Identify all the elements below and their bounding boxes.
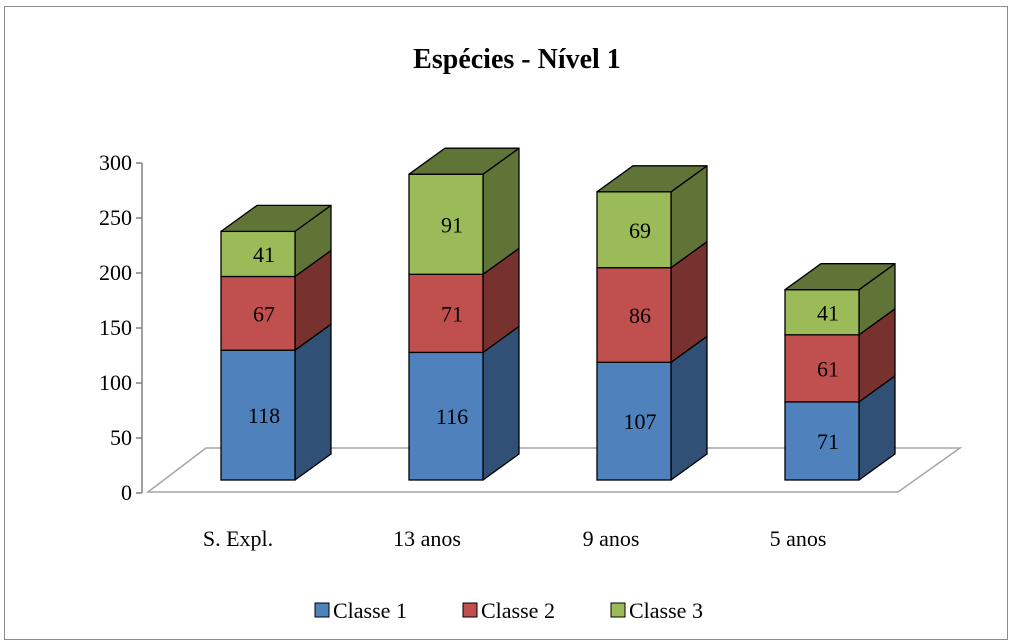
bar-segment <box>784 263 896 336</box>
chart-floor <box>145 447 963 493</box>
x-tick-label: 13 anos <box>393 526 461 551</box>
data-label: 67 <box>253 301 275 326</box>
bar-front-face <box>784 401 860 481</box>
bar-front-face <box>408 273 484 354</box>
data-label: 86 <box>629 303 651 328</box>
bar-front-face <box>408 351 484 481</box>
y-tick-label: 50 <box>110 425 132 450</box>
x-tick-label: S. Expl. <box>203 526 273 551</box>
legend-item: Classe 2 <box>462 598 555 623</box>
bar-front-face <box>220 230 296 278</box>
x-tick-label: 5 anos <box>770 526 827 551</box>
y-axis: 0 50 100 150 200 250 300 <box>99 150 143 505</box>
legend-item: Classe 3 <box>610 598 703 623</box>
bar-front-face <box>596 361 672 481</box>
bar-front-face <box>596 267 672 363</box>
bars <box>220 147 896 481</box>
bar-front-face <box>220 349 296 481</box>
x-tick-label: 9 anos <box>583 526 640 551</box>
chart-floor-plane <box>145 447 963 493</box>
data-label: 116 <box>436 404 468 429</box>
data-label: 107 <box>624 409 657 434</box>
x-axis-labels: S. Expl. 13 anos 9 anos 5 anos <box>203 526 827 551</box>
bar-segment <box>220 323 332 481</box>
legend-label: Classe 3 <box>629 598 703 623</box>
y-tick-label: 150 <box>99 315 132 340</box>
y-tick-label: 200 <box>99 260 132 285</box>
legend-label: Classe 2 <box>481 598 555 623</box>
bar-side-face <box>482 325 520 481</box>
data-label: 61 <box>817 356 839 381</box>
bar-segment <box>408 147 520 275</box>
y-tick-label: 0 <box>121 480 132 505</box>
data-label: 41 <box>817 300 839 325</box>
bar-segment <box>596 335 708 481</box>
chart-title: Espécies - Nível 1 <box>413 44 621 75</box>
legend-swatch <box>314 602 330 618</box>
data-label: 71 <box>441 301 463 326</box>
data-label: 71 <box>817 429 839 454</box>
bar-top-face <box>596 165 708 193</box>
data-label: 118 <box>248 403 280 428</box>
bar-segment <box>220 204 332 278</box>
legend-swatch <box>610 602 626 618</box>
bar-front-face <box>408 173 484 275</box>
legend-item: Classe 1 <box>314 598 407 623</box>
data-label: 41 <box>253 242 275 267</box>
legend: Classe 1 Classe 2 Classe 3 <box>314 598 703 623</box>
y-tick-label: 300 <box>99 150 132 175</box>
bar-segment <box>408 247 520 354</box>
value-labels: 118 67 41 116 71 91 107 86 69 71 61 41 <box>248 212 839 454</box>
legend-swatch <box>462 602 478 618</box>
bar-side-face <box>294 323 332 481</box>
data-label: 91 <box>441 212 463 237</box>
bar-front-face <box>784 334 860 403</box>
bar-segment <box>596 165 708 269</box>
bar-top-face <box>408 147 520 175</box>
bar-top-face <box>784 263 896 291</box>
bar-front-face <box>784 289 860 336</box>
bar-segment <box>784 308 896 403</box>
bar-segment <box>784 375 896 481</box>
legend-label: Classe 1 <box>333 598 407 623</box>
bar-top-face <box>220 204 332 233</box>
data-label: 69 <box>629 218 651 243</box>
bar-segment <box>220 249 332 351</box>
bar-segment <box>408 325 520 481</box>
bar-front-face <box>596 191 672 269</box>
y-tick-label: 100 <box>99 370 132 395</box>
y-tick-label: 250 <box>99 205 132 230</box>
bar-segment <box>596 241 708 363</box>
bar-front-face <box>220 275 296 351</box>
